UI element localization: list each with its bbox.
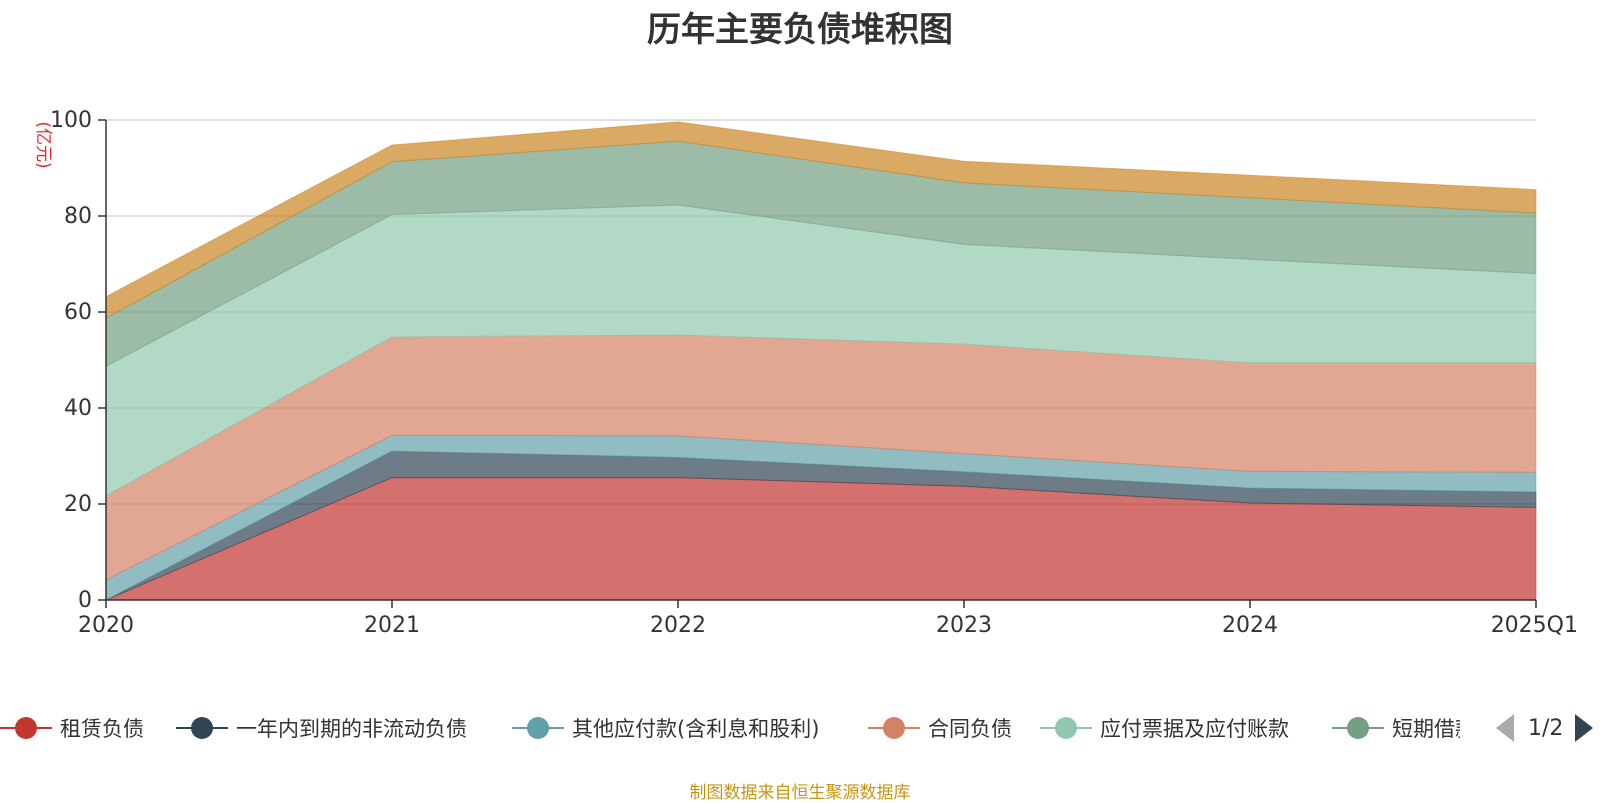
legend-item-other-payables[interactable]: 其他应付款(含利息和股利): [512, 708, 819, 748]
y-tick-label: 80: [64, 204, 92, 229]
y-tick-label: 60: [64, 300, 92, 325]
legend-pager: 1/2: [1496, 708, 1594, 748]
pager-prev-icon[interactable]: [1496, 714, 1514, 742]
x-tick-label: 2024: [1222, 613, 1278, 638]
x-tick-label: 2022: [650, 613, 706, 638]
legend-label: 租赁负债: [60, 717, 144, 741]
legend-clip: [1460, 708, 1500, 748]
legend-item-notes-accounts-payable[interactable]: 应付票据及应付账款: [1040, 708, 1289, 748]
chart-title: 历年主要负债堆积图: [647, 10, 953, 50]
legend-marker-icon: [1040, 708, 1092, 748]
x-tick-label: 2023: [936, 613, 992, 638]
area-series-6[interactable]: [105, 121, 1537, 320]
legend-marker-icon: [176, 708, 228, 748]
legend-marker-icon: [868, 708, 920, 748]
data-source-note: 制图数据来自恒生聚源数据库: [689, 783, 911, 803]
legend-item-contract-liabilities[interactable]: 合同负债: [868, 708, 1012, 748]
legend-label: 合同负债: [928, 717, 1012, 741]
axes: 0 20 40 60 80 100 2020 2021 2022 2023 2024 2025Q1: [50, 108, 1578, 638]
pager-next-icon[interactable]: [1575, 714, 1594, 742]
legend-marker-icon: [512, 708, 564, 748]
x-tick-label: 2025Q1: [1491, 613, 1578, 638]
legend-label: 应付票据及应付账款: [1100, 717, 1289, 741]
y-axis-unit-label: (亿元): [33, 121, 53, 168]
y-tick-label: 100: [50, 108, 92, 133]
legend: 租赁负债 一年内到期的非流动负债 其他应付款(含利息和股利) 合同负债 应付票据…: [0, 708, 1600, 748]
legend-item-current-noncurrent-liabilities[interactable]: 一年内到期的非流动负债: [176, 708, 467, 748]
legend-label: 其他应付款(含利息和股利): [572, 717, 820, 741]
y-tick-label: 20: [64, 492, 92, 517]
y-tick-label: 40: [64, 396, 92, 421]
legend-item-short-term-borrowings[interactable]: 短期借款: [1332, 708, 1476, 748]
legend-label: 一年内到期的非流动负债: [236, 717, 467, 741]
y-tick-label: 0: [78, 588, 92, 613]
legend-marker-icon: [1332, 708, 1384, 748]
area-series: [105, 121, 1537, 601]
pager-page-indicator: 1/2: [1528, 715, 1564, 741]
x-tick-label: 2020: [78, 613, 134, 638]
legend-marker-icon: [0, 708, 52, 748]
legend-item-lease-liabilities[interactable]: 租赁负债: [0, 708, 144, 748]
x-tick-label: 2021: [364, 613, 420, 638]
